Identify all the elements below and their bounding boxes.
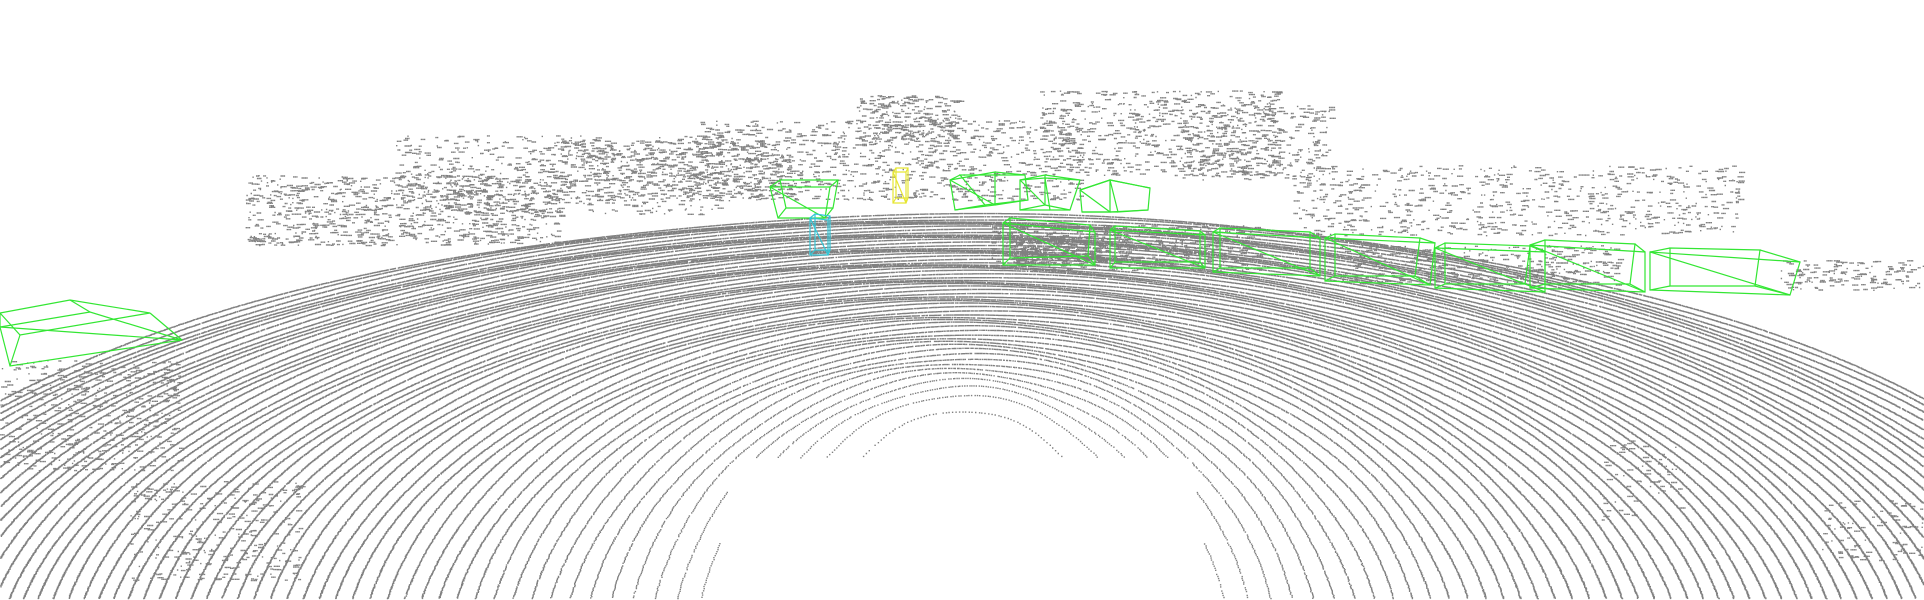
lidar-points (0, 90, 1924, 599)
car-bounding-box-12 (1650, 248, 1800, 295)
car-bounding-box-5 (1080, 180, 1150, 212)
car-bounding-box-2 (770, 180, 838, 218)
point-cloud-dots (0, 90, 1924, 599)
